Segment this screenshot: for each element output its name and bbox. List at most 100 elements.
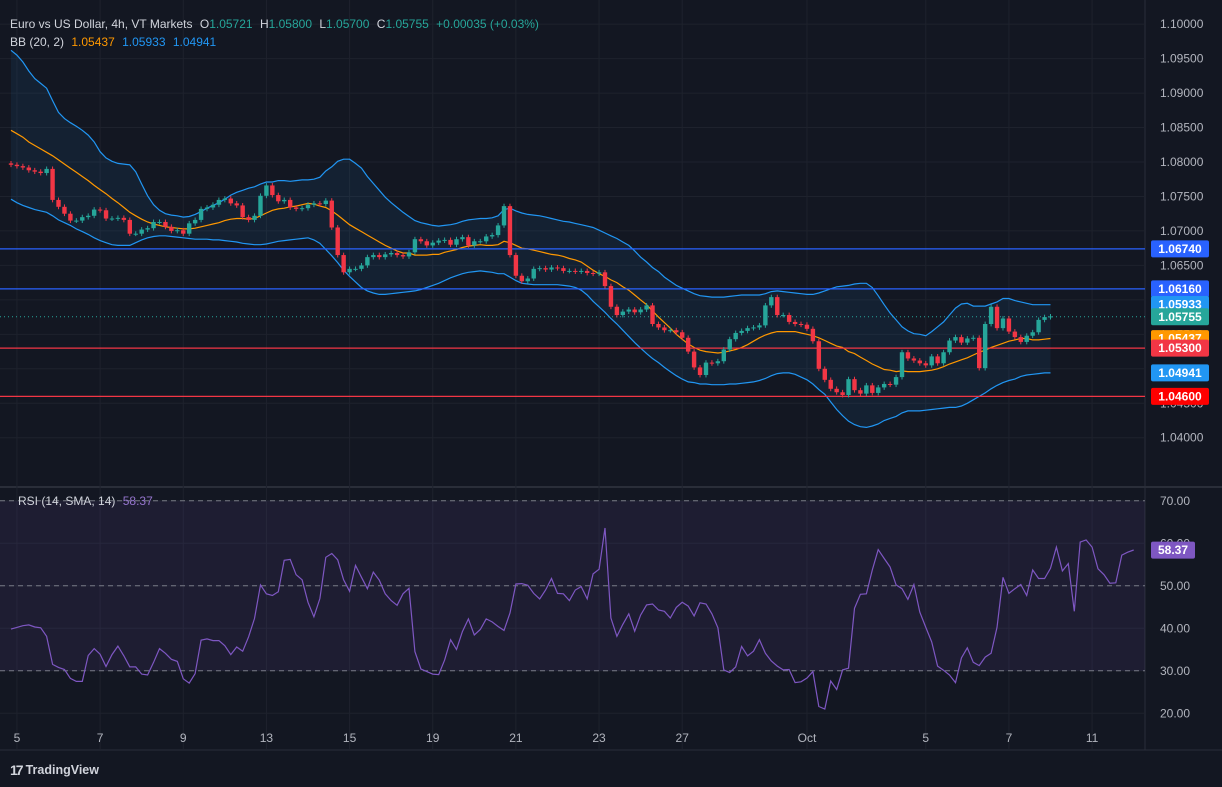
close-label: C — [376, 17, 386, 31]
time-tick-label: 21 — [509, 731, 523, 745]
bb-label: BB (20, 2) — [10, 35, 65, 49]
candle-body — [86, 215, 91, 218]
candle-body — [1042, 317, 1047, 320]
open-label: O — [199, 17, 210, 31]
candle-body — [1048, 316, 1053, 318]
candle-body — [436, 240, 441, 243]
price-labels: 1.067401.061601.059331.057551.054371.053… — [1151, 240, 1209, 559]
candle-body — [74, 220, 79, 222]
rsi-tick-label: 40.00 — [1160, 621, 1190, 635]
candle-body — [50, 168, 55, 200]
candle-body — [44, 168, 49, 174]
price-tick-label: 1.09000 — [1160, 86, 1204, 100]
candle-body — [680, 332, 685, 338]
candle-body — [329, 200, 334, 228]
candle-body — [175, 230, 180, 232]
candle-body — [513, 255, 519, 276]
candle-body — [561, 268, 566, 271]
tradingview-logo[interactable]: 17 TradingView — [10, 762, 99, 778]
candle-body — [763, 305, 768, 326]
candle-body — [258, 195, 263, 216]
candle-body — [584, 270, 590, 273]
candle-body — [8, 163, 14, 165]
candle-body — [982, 324, 988, 369]
candle-body — [109, 218, 115, 220]
candle-body — [781, 315, 786, 317]
candle-body — [501, 206, 507, 226]
candle-body — [644, 305, 649, 310]
low-label: L — [319, 17, 327, 31]
candle-body — [80, 217, 85, 221]
horizontal-levels[interactable] — [0, 248, 1145, 397]
candle-body — [383, 254, 388, 258]
candle-body — [341, 255, 346, 273]
candle-body — [489, 235, 495, 237]
price-label-text: 1.06740 — [1158, 242, 1202, 256]
candle-body — [276, 195, 281, 202]
candles — [8, 160, 1053, 398]
candle-body — [804, 324, 810, 329]
candle-body — [656, 324, 661, 328]
candle-body — [103, 210, 109, 219]
candle-body — [834, 388, 839, 393]
candle-body — [941, 352, 946, 364]
price-label-box — [1151, 364, 1209, 382]
price-label-text: 1.05933 — [1158, 297, 1202, 311]
price-label-text: 1.06160 — [1158, 282, 1202, 296]
candle-body — [739, 330, 744, 333]
price-tick-label: 1.09500 — [1160, 52, 1204, 66]
candle-body — [353, 268, 358, 270]
candle-body — [769, 297, 774, 306]
candle-body — [448, 239, 453, 245]
candle-body — [685, 337, 691, 352]
candle-body — [287, 199, 293, 208]
candle-body — [745, 328, 750, 331]
candle-body — [169, 226, 174, 231]
candle-body — [1000, 318, 1006, 329]
candle-body — [192, 219, 198, 224]
candle-body — [270, 185, 275, 196]
candle-body — [721, 349, 726, 362]
rsi-value: 58.37 — [122, 494, 153, 508]
rsi-legend: RSI (14, SMA, 14) 58.37 — [18, 494, 157, 508]
price-label-text: 1.04600 — [1158, 389, 1202, 403]
candle-body — [187, 223, 192, 234]
candle-body — [246, 217, 251, 220]
candle-body — [881, 383, 887, 388]
candle-body — [282, 199, 287, 202]
candle-body — [38, 171, 43, 174]
candle-body — [484, 236, 489, 242]
price-label-text: 1.04941 — [1158, 366, 1202, 380]
candle-body — [917, 360, 923, 364]
candle-body — [662, 327, 667, 331]
bollinger-bands — [10, 49, 1051, 429]
candle-body — [1036, 319, 1041, 333]
candle-body — [691, 351, 697, 368]
rsi-tick-label: 70.00 — [1160, 494, 1190, 508]
candle-body — [14, 164, 20, 167]
rsi-tick-label: 50.00 — [1160, 579, 1190, 593]
candle-body — [442, 239, 447, 241]
candle-body — [56, 199, 61, 207]
high-label: H — [259, 17, 269, 31]
candle-body — [620, 311, 626, 316]
candle-body — [786, 315, 792, 322]
time-tick-label: 27 — [676, 731, 690, 745]
candle-body — [293, 207, 299, 209]
candle-body — [899, 352, 905, 378]
bb-legend: BB (20, 2) 1.05437 1.05933 1.04941 — [10, 35, 220, 49]
candle-body — [977, 337, 982, 369]
candle-body — [965, 338, 970, 343]
price-label-box — [1151, 280, 1209, 298]
candle-body — [68, 213, 73, 221]
candle-body — [852, 379, 857, 391]
candle-body — [870, 385, 875, 393]
candle-body — [537, 268, 542, 270]
candle-body — [20, 166, 26, 168]
candle-body — [91, 209, 97, 216]
candle-body — [858, 390, 863, 394]
candle-body — [454, 239, 459, 245]
candle-body — [531, 268, 536, 279]
rsi-tick-label: 20.00 — [1160, 706, 1190, 720]
